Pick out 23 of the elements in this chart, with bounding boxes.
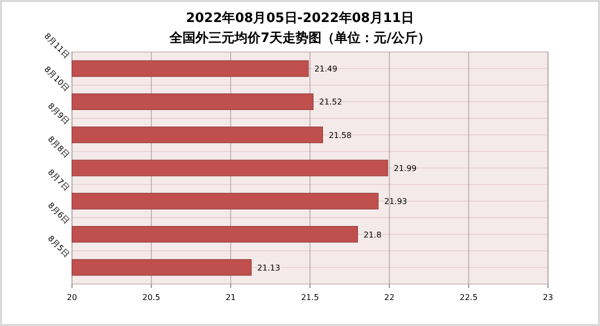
x-tick-label: 22.5: [460, 293, 478, 302]
y-tick-label: 8月7日: [46, 168, 71, 193]
data-label: 21.52: [319, 98, 342, 107]
x-tick-label: 23: [542, 293, 554, 302]
data-label: 21.58: [328, 130, 352, 140]
data-label: 21.49: [314, 64, 338, 74]
x-tick-label: 21.5: [301, 293, 319, 302]
data-label: 21.99: [394, 164, 417, 173]
y-tick-label: 8月6日: [46, 200, 71, 226]
y-tick-label: 8月8日: [46, 134, 71, 160]
x-tick-label: 20: [66, 293, 78, 302]
chart-subtitle: 全国外三元均价7天走势图（单位：元/公斤）: [168, 30, 430, 46]
y-tick-label: 8月5日: [46, 234, 71, 259]
x-tick-label: 20.5: [142, 293, 160, 302]
data-label: 21.13: [257, 263, 280, 272]
y-tick-label: 8月10日: [42, 64, 71, 94]
data-label: 21.8: [364, 230, 382, 240]
data-label: 21.93: [384, 197, 408, 206]
y-tick-label: 8月11日: [42, 32, 71, 60]
x-tick-label: 21: [226, 293, 236, 302]
chart-title: 2022年08月05日-2022年08月11日: [186, 11, 414, 26]
y-tick-label: 8月9日: [46, 101, 71, 126]
x-tick-label: 22: [384, 293, 394, 302]
